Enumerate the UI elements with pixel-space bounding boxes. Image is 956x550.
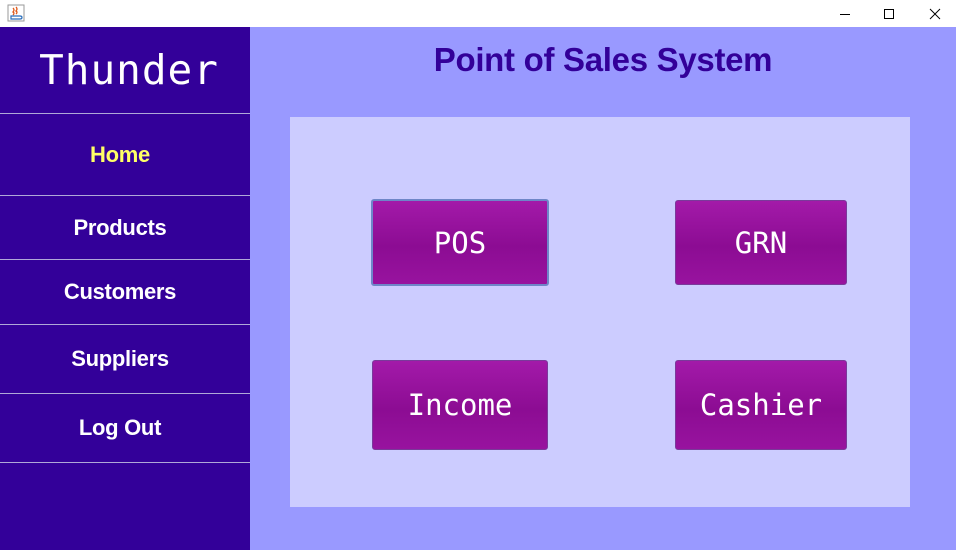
nav-divider [0, 113, 250, 114]
close-button[interactable] [912, 0, 956, 27]
sidebar-item-suppliers[interactable]: Suppliers [71, 346, 169, 371]
sidebar-item-customers[interactable]: Customers [63, 279, 177, 304]
sidebar-item-logout[interactable]: Log Out [78, 415, 162, 440]
minimize-icon [839, 8, 851, 20]
nav-divider [0, 393, 250, 394]
sidebar: Thunder Home Products Customers Supplier… [0, 27, 250, 550]
nav-divider [0, 195, 250, 196]
grn-button[interactable]: GRN [675, 200, 847, 285]
main-area: Point of Sales System POS GRN Income Cas… [250, 27, 956, 550]
page-title: Point of Sales System [433, 41, 773, 78]
pos-button[interactable]: POS [371, 199, 549, 286]
maximize-button[interactable] [866, 0, 912, 27]
nav-divider [0, 462, 250, 463]
sidebar-item-products[interactable]: Products [73, 214, 167, 240]
sidebar-item-home[interactable]: Home [90, 141, 150, 167]
brand-title: Thunder [39, 46, 219, 94]
close-icon [929, 8, 941, 20]
tiles-panel: POS GRN Income Cashier [290, 117, 910, 507]
minimize-button[interactable] [822, 0, 868, 27]
maximize-icon [883, 8, 895, 20]
window-titlebar [0, 0, 956, 27]
nav-divider [0, 259, 250, 260]
java-icon [7, 4, 25, 22]
nav-divider [0, 324, 250, 325]
cashier-button[interactable]: Cashier [675, 360, 847, 450]
income-button[interactable]: Income [372, 360, 548, 450]
